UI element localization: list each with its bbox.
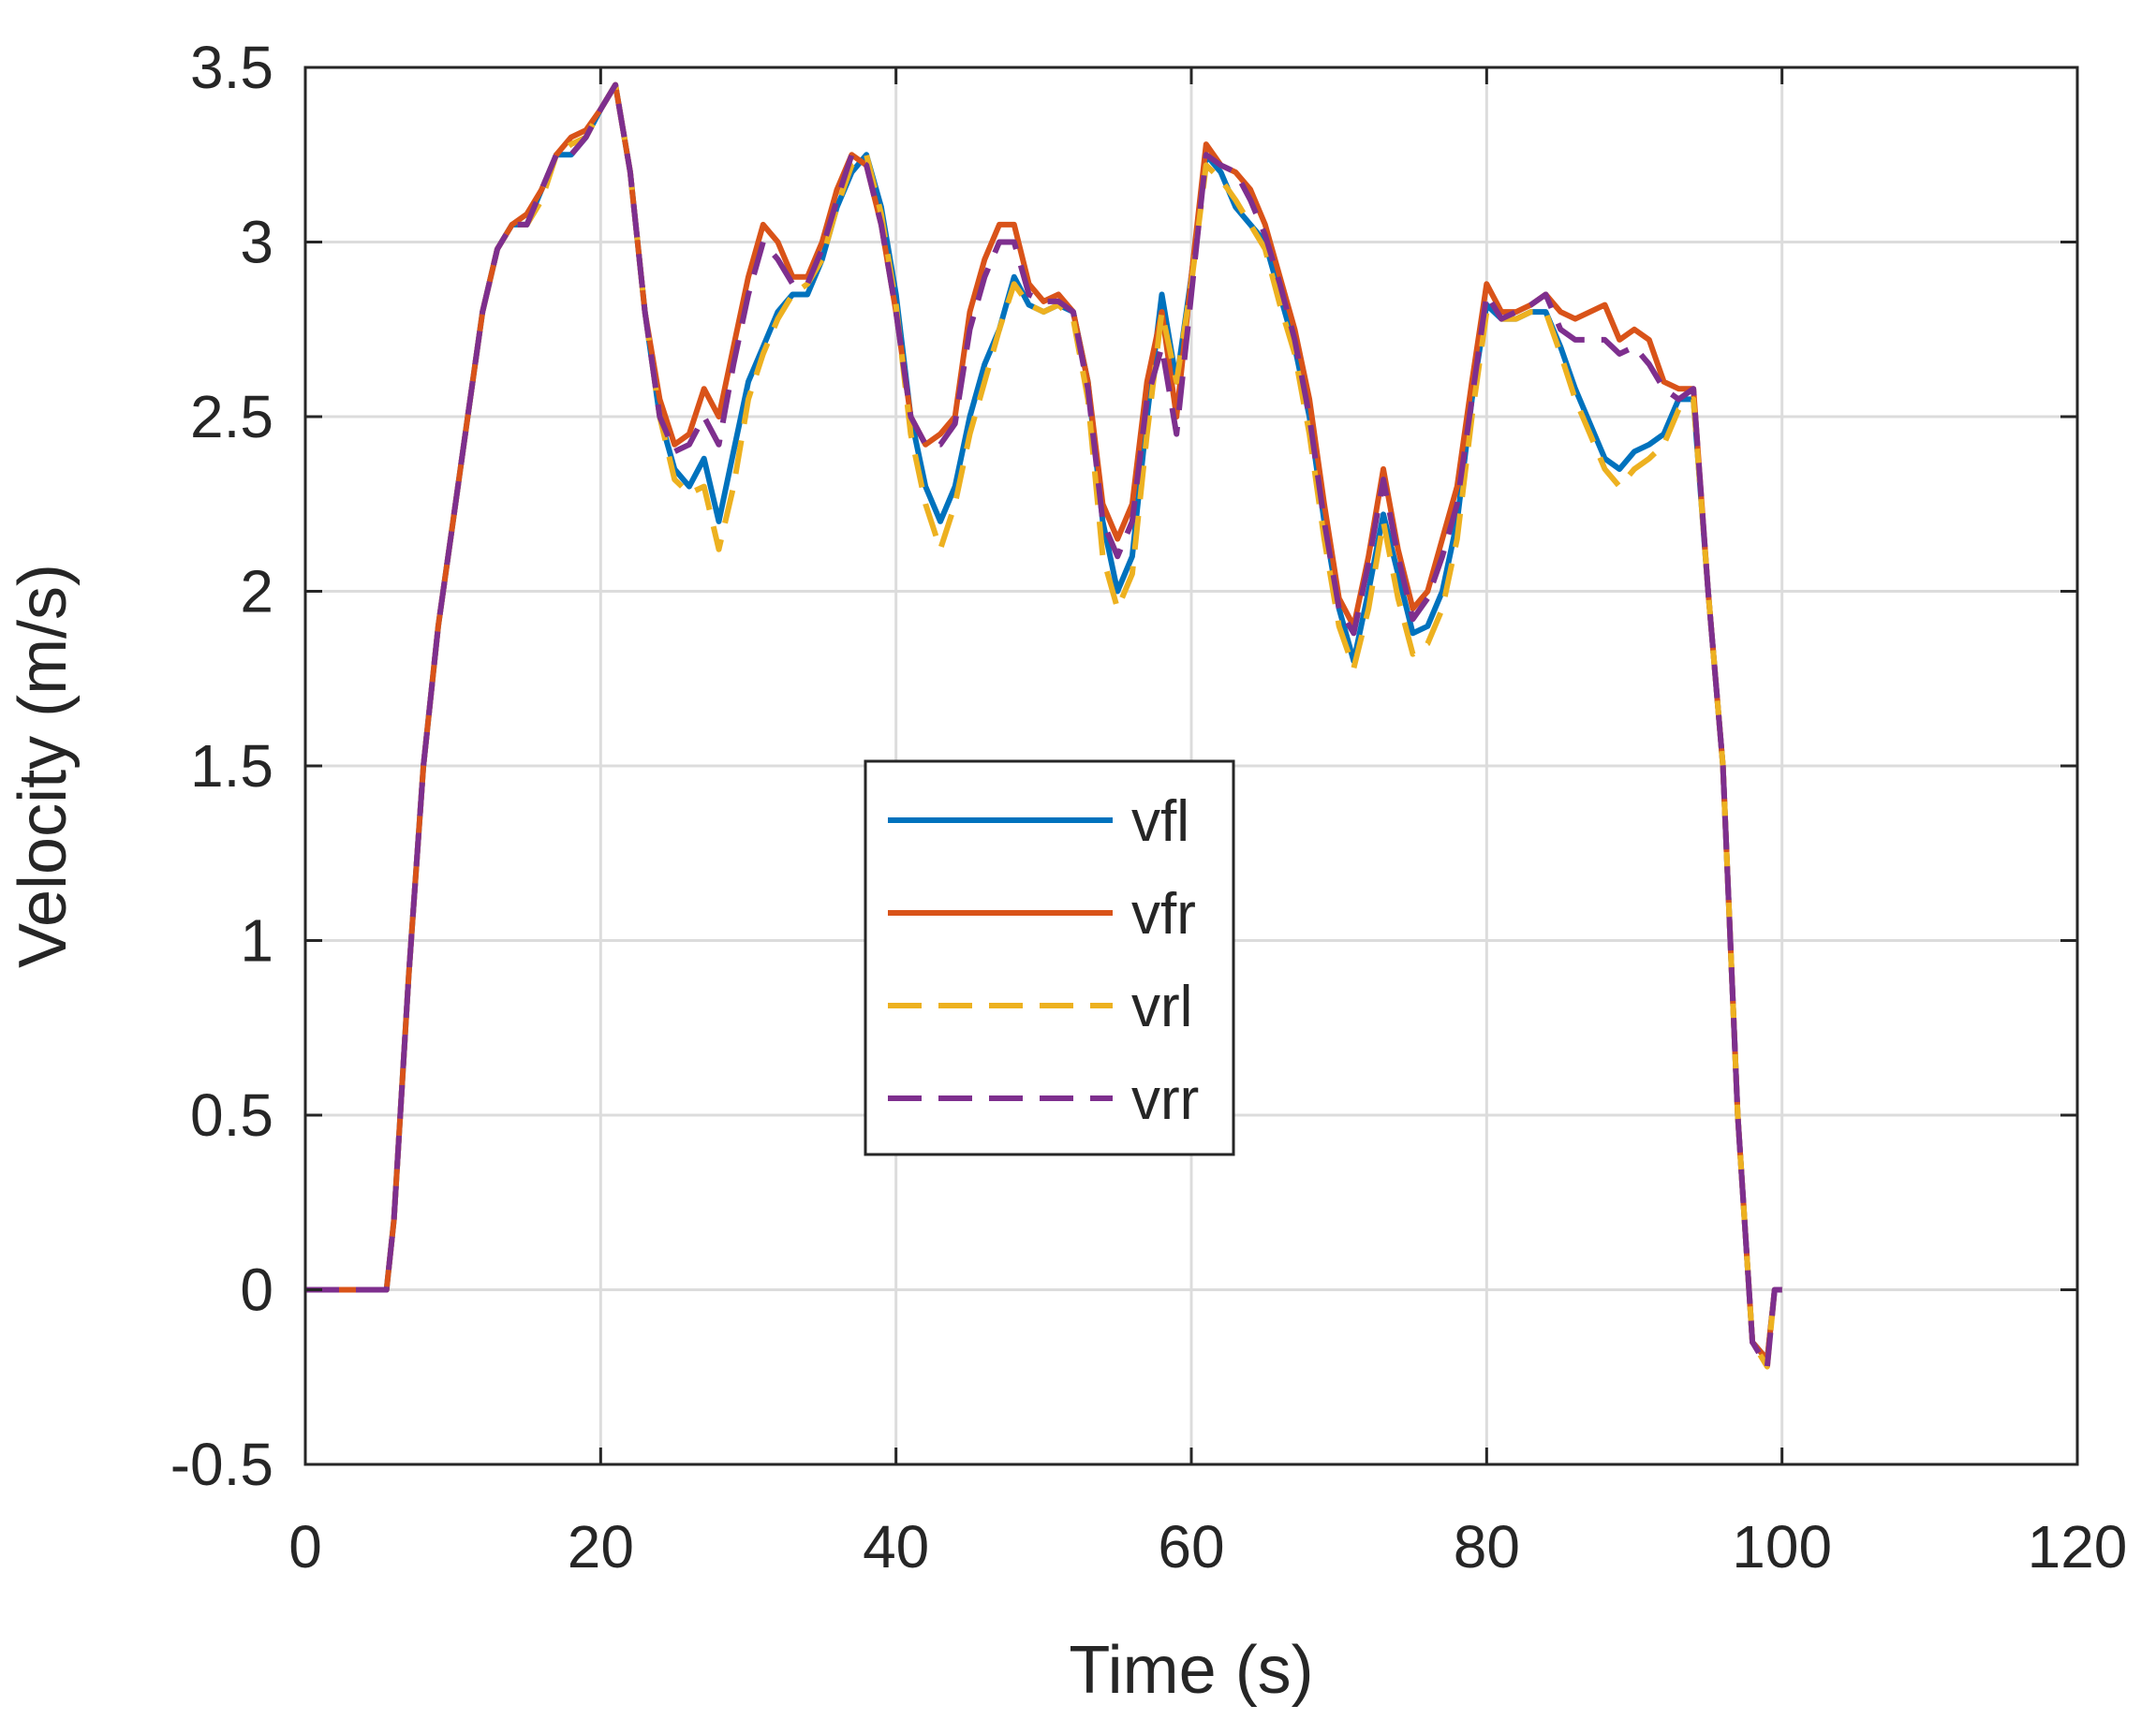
y-tick-label: 1.5 — [190, 732, 273, 800]
y-tick-label: 3.5 — [190, 34, 273, 101]
y-tick-label: 0.5 — [190, 1081, 273, 1149]
x-tick-label: 120 — [2028, 1513, 2128, 1580]
legend-label-vrl: vrl — [1131, 975, 1192, 1039]
ticks — [303, 66, 2079, 1466]
x-tick-label: 0 — [288, 1513, 322, 1580]
x-tick-labels: 0 20 40 60 80 100 120 — [288, 1513, 2127, 1580]
y-tick-label: 2.5 — [190, 383, 273, 450]
x-tick-label: 80 — [1454, 1513, 1520, 1580]
series-lines — [305, 81, 1782, 1370]
x-axis-label: Time (s) — [1069, 1633, 1313, 1708]
y-tick-label: 3 — [240, 209, 273, 276]
legend-box — [864, 759, 1235, 1156]
x-tick-label: 60 — [1158, 1513, 1224, 1580]
y-tick-label: -0.5 — [170, 1431, 273, 1498]
y-tick-label: 2 — [240, 558, 273, 625]
y-tick-label: 0 — [240, 1257, 273, 1324]
y-tick-label: 1 — [240, 907, 273, 975]
y-axis-label: Velocity (m/s) — [6, 564, 81, 968]
legend: vfl vfr vrl vrr — [864, 759, 1235, 1156]
x-tick-label: 20 — [568, 1513, 634, 1580]
legend-label-vfl: vfl — [1131, 789, 1189, 854]
legend-label-vfr: vfr — [1131, 882, 1196, 947]
x-tick-label: 100 — [1732, 1513, 1832, 1580]
y-tick-labels: -0.5 0 0.5 1 1.5 2 2.5 3 3.5 — [170, 34, 273, 1498]
x-tick-label: 40 — [863, 1513, 929, 1580]
series-line-vrr — [305, 81, 1782, 1370]
legend-label-vrr: vrr — [1131, 1067, 1199, 1132]
